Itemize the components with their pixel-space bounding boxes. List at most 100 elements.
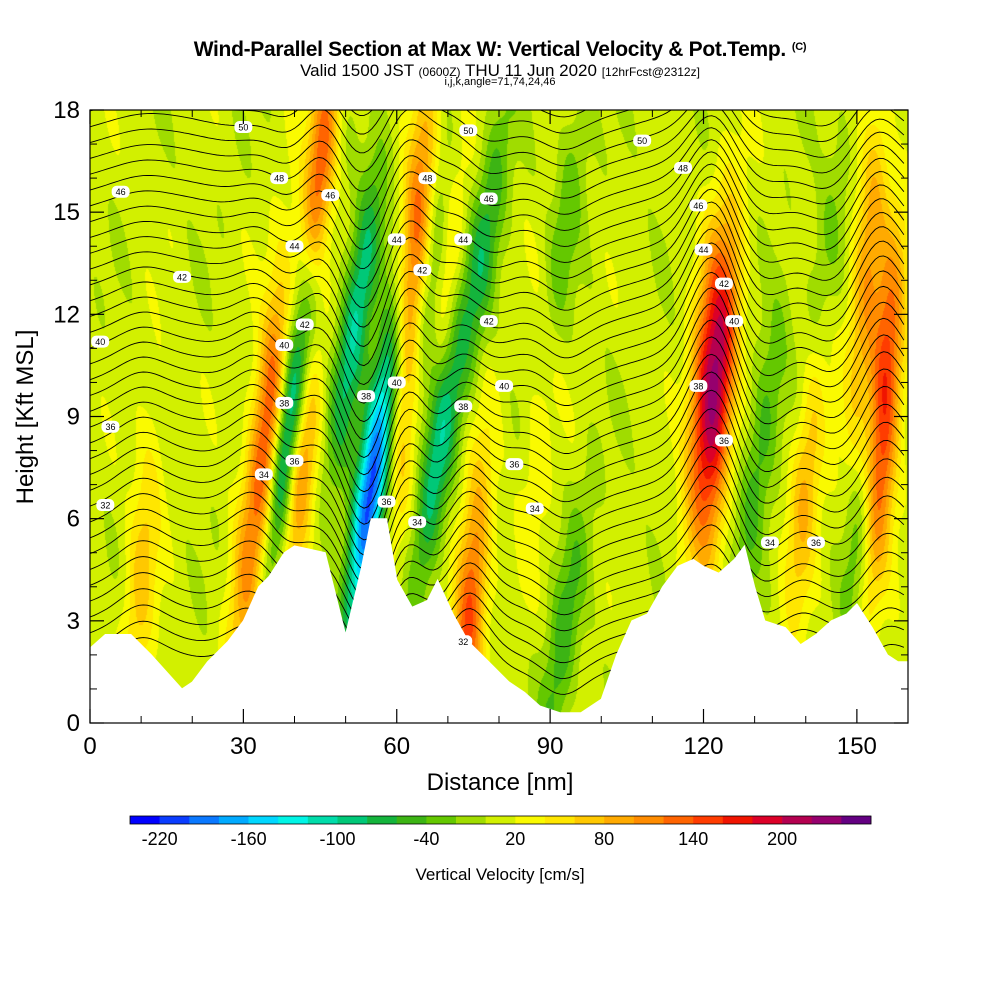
theta-label: 36 xyxy=(806,536,825,549)
theta-label: 34 xyxy=(254,468,273,481)
theta-label-text: 50 xyxy=(463,126,473,136)
colorbar-swatch xyxy=(633,816,664,824)
theta-label: 38 xyxy=(689,379,708,392)
theta-label: 34 xyxy=(408,516,427,529)
theta-label: 46 xyxy=(689,199,708,212)
terrain-mask xyxy=(89,518,909,724)
theta-label-text: 44 xyxy=(458,235,468,245)
theta-label: 38 xyxy=(357,390,376,403)
theta-label-text: 34 xyxy=(259,470,269,480)
theta-contour-line xyxy=(90,485,905,626)
y-tick-label: 6 xyxy=(67,506,80,533)
theta-contour-line xyxy=(90,353,905,525)
x-tick-label: 30 xyxy=(230,733,257,760)
theta-label: 44 xyxy=(387,233,406,246)
y-tick-label: 3 xyxy=(67,608,80,635)
colorbar-swatch xyxy=(663,816,694,824)
chart-subtitle: Valid 1500 JST (0600Z) THU 11 Jun 2020 [… xyxy=(300,61,700,80)
theta-contour-line xyxy=(90,188,905,328)
theta-label-text: 40 xyxy=(729,317,739,327)
theta-label: 40 xyxy=(725,315,744,328)
colorbar-tick-label: -40 xyxy=(413,829,439,849)
theta-label: 46 xyxy=(321,189,340,202)
theta-label: 48 xyxy=(418,172,437,185)
theta-label: 36 xyxy=(714,434,733,447)
theta-label-text: 36 xyxy=(105,422,115,432)
colorbar-swatch xyxy=(426,816,457,824)
y-tick-label: 9 xyxy=(67,404,80,431)
colorbar-swatch xyxy=(485,816,516,824)
theta-label-text: 40 xyxy=(499,381,509,391)
colorbar-tick-label: -220 xyxy=(142,829,178,849)
colorbar-tick-label: 140 xyxy=(678,829,708,849)
theta-contour-line xyxy=(90,163,905,289)
theta-label-text: 50 xyxy=(637,136,647,146)
theta-contour-line xyxy=(350,110,826,118)
colorbar-swatch xyxy=(722,816,753,824)
theta-contour-line xyxy=(90,3,904,52)
colorbar xyxy=(129,815,872,825)
theta-contour-line xyxy=(90,389,905,556)
theta-label-text: 38 xyxy=(279,398,289,408)
y-axis-label: Height [Kft MSL] xyxy=(12,330,39,505)
x-tick-label: 0 xyxy=(83,733,96,760)
colorbar-swatch xyxy=(337,816,368,824)
x-tick-label: 90 xyxy=(537,733,564,760)
colorbar-swatch xyxy=(278,816,309,824)
colorbar-tick-labels: -220 -160 -100 -40 20 80 140 200 xyxy=(142,829,798,849)
theta-label: 36 xyxy=(285,454,304,467)
theta-contour-line xyxy=(90,336,905,509)
colorbar-swatch xyxy=(189,816,220,824)
theta-label-text: 42 xyxy=(300,320,310,330)
theta-label: 44 xyxy=(694,243,713,256)
theta-label: 40 xyxy=(91,335,110,348)
theta-label: 48 xyxy=(270,172,289,185)
theta-label: 48 xyxy=(674,161,693,174)
theta-label: 32 xyxy=(454,635,473,648)
theta-label: 44 xyxy=(285,240,304,253)
theta-contour-line xyxy=(90,110,859,154)
theta-label: 36 xyxy=(377,495,396,508)
theta-label-text: 46 xyxy=(325,191,335,201)
theta-label-text: 44 xyxy=(289,242,299,252)
colorbar-swatch xyxy=(396,816,427,824)
theta-label-text: 42 xyxy=(177,272,187,282)
theta-label: 38 xyxy=(454,400,473,413)
theta-label-text: 48 xyxy=(678,163,688,173)
theta-label-text: 36 xyxy=(509,460,519,470)
theta-contour-line xyxy=(90,242,905,404)
theta-contour-line xyxy=(90,446,905,599)
theta-label-text: 40 xyxy=(279,340,289,350)
theta-label-text: 36 xyxy=(811,538,821,548)
theta-contour-line xyxy=(90,544,905,664)
theta-contour-line xyxy=(90,214,905,367)
theta-label-text: 38 xyxy=(693,381,703,391)
x-tick-label: 150 xyxy=(837,733,877,760)
theta-contour-line xyxy=(90,115,905,211)
theta-label: 42 xyxy=(173,270,192,283)
colorbar-swatch xyxy=(574,816,605,824)
theta-label-text: 36 xyxy=(719,436,729,446)
chart-params: i,j,k,angle=71,74,24,46 xyxy=(444,76,556,88)
y-tick-label: 12 xyxy=(53,301,80,328)
theta-contour-line xyxy=(90,408,905,571)
y-tick-label: 18 xyxy=(53,97,80,124)
theta-label-text: 34 xyxy=(412,518,422,528)
theta-label: 34 xyxy=(525,502,544,515)
colorbar-swatch xyxy=(130,816,160,824)
colorbar-tick-label: -160 xyxy=(231,829,267,849)
plot-area: 32 36 40 42 46 50 34 38 40 44 48 36 42 46 38 36 40 44 34 42… xyxy=(89,3,909,724)
theta-label-text: 44 xyxy=(392,235,402,245)
colorbar-swatch xyxy=(218,816,249,824)
theta-contour-line xyxy=(90,504,905,639)
theta-contour-line xyxy=(90,42,904,101)
theta-label-text: 36 xyxy=(289,456,299,466)
theta-label: 42 xyxy=(479,315,498,328)
theta-contour-line xyxy=(90,151,905,270)
colorbar-swatch xyxy=(693,816,724,824)
theta-label: 42 xyxy=(413,264,432,277)
theta-contour-line xyxy=(90,127,905,231)
theta-label: 40 xyxy=(495,379,514,392)
theta-contour-line xyxy=(90,110,848,135)
